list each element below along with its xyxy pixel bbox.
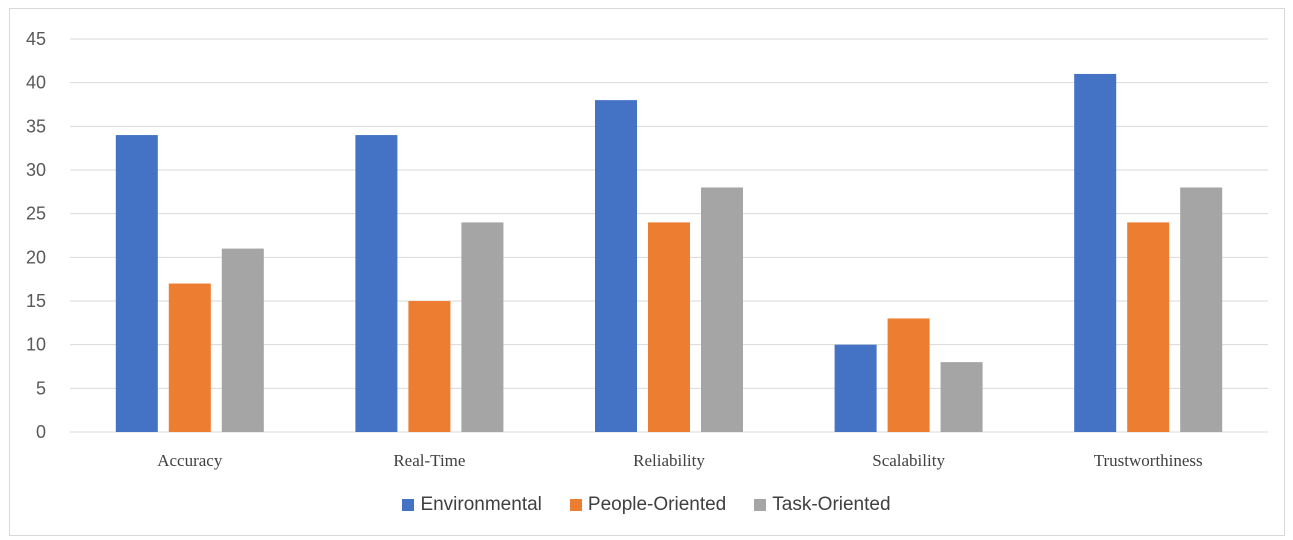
bar-people-oriented-real-time [408,301,451,432]
x-tick-label: Trustworthiness [1094,451,1203,470]
x-tick-label: Real-Time [393,451,465,470]
legend-label: Environmental [420,494,542,515]
legend: Environmental People-Oriented Task-Orien… [0,494,1293,516]
y-tick-label: 45 [26,29,46,49]
y-tick-label: 20 [26,247,46,267]
bar-environmental-reliability [595,100,637,432]
bar-chart: 0 5 10 15 20 25 30 35 40 45 Accuracy Real-Time Reli… [26,29,1268,470]
legend-item-task-oriented: Task-Oriented [754,494,891,516]
bar-task-oriented-reliability [701,187,743,432]
bar-people-oriented-trustworthiness [1127,222,1170,432]
y-tick-label: 40 [26,73,46,93]
legend-item-environmental: Environmental [402,494,542,516]
bar-people-oriented-scalability [887,318,930,432]
bar-environmental-accuracy [115,135,158,433]
x-tick-label: Reliability [633,451,705,470]
legend-label: People-Oriented [587,494,727,515]
gridlines [70,38,1268,433]
x-tick-label: Accuracy [157,451,223,470]
y-tick-label: 15 [26,291,46,311]
y-tick-label: 30 [26,160,46,180]
legend-swatch-task-oriented [754,499,767,511]
y-tick-label: 5 [36,378,46,398]
y-tick-label: 10 [26,335,46,355]
y-axis-ticks: 0 5 10 15 20 25 30 35 40 45 [26,29,46,442]
legend-swatch-environmental [402,499,415,511]
bar-environmental-scalability [834,344,877,432]
x-axis-ticks: Accuracy Real-Time Reliability Scalability T… [157,451,1202,470]
bar-task-oriented-accuracy [221,248,264,432]
y-tick-label: 35 [26,116,46,136]
bar-people-oriented-accuracy [168,283,211,432]
legend-item-people-oriented: People-Oriented [569,494,727,516]
bar-task-oriented-trustworthiness [1180,187,1223,432]
bar-environmental-real-time [355,135,398,433]
y-tick-label: 0 [36,422,46,442]
bar-task-oriented-real-time [461,222,504,432]
bar-people-oriented-reliability [648,222,690,432]
bars [115,73,1223,433]
x-tick-label: Scalability [872,451,945,470]
bar-task-oriented-scalability [940,362,983,432]
chart-frame [9,8,1285,536]
y-tick-label: 25 [26,204,46,224]
bar-environmental-trustworthiness [1074,73,1117,432]
legend-label: Task-Oriented [772,494,891,515]
legend-swatch-people-oriented [569,499,582,511]
